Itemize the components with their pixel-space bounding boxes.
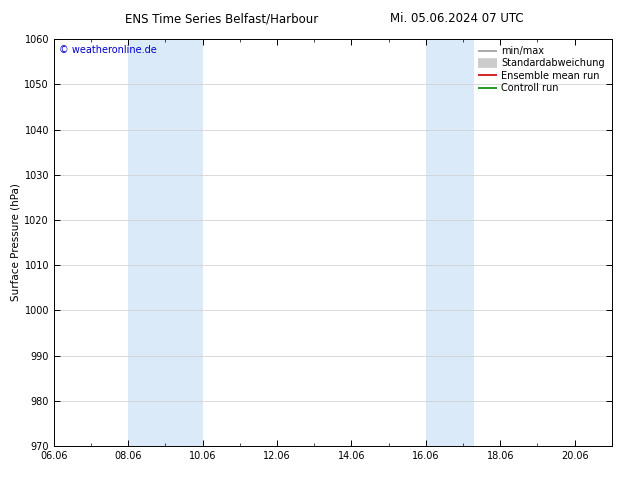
Text: © weatheronline.de: © weatheronline.de bbox=[60, 45, 157, 55]
Text: Mi. 05.06.2024 07 UTC: Mi. 05.06.2024 07 UTC bbox=[390, 12, 523, 25]
Y-axis label: Surface Pressure (hPa): Surface Pressure (hPa) bbox=[10, 184, 20, 301]
Bar bbox=[426, 39, 474, 446]
Legend: min/max, Standardabweichung, Ensemble mean run, Controll run: min/max, Standardabweichung, Ensemble me… bbox=[476, 44, 607, 95]
Text: ENS Time Series Belfast/Harbour: ENS Time Series Belfast/Harbour bbox=[126, 12, 318, 25]
Bar bbox=[128, 39, 203, 446]
